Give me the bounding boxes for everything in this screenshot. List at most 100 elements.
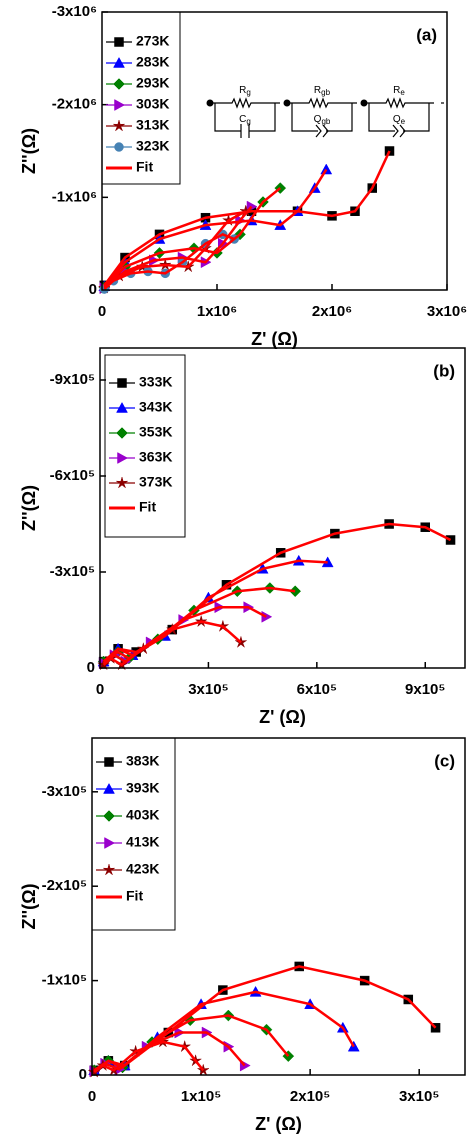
- x-tick-label: 2x10⁵: [290, 1088, 330, 1105]
- y-axis-label: Z''(Ω): [19, 128, 39, 174]
- circuit-symbol: R: [393, 85, 400, 96]
- circuit-label: Rg: [239, 85, 251, 97]
- circuit-symbol: C: [239, 114, 246, 125]
- legend-label: 383K: [126, 753, 159, 769]
- y-tick-label: -6x10⁵: [50, 467, 95, 484]
- marker: [113, 56, 125, 68]
- fit-line: [103, 150, 391, 290]
- legend-label: 423K: [126, 861, 159, 877]
- panel: 0 3x10⁵ 6x10⁵ 9x10⁵ -3x10⁵ -6x10⁵ -9x10⁵ 0 Z' (Ω…: [19, 347, 466, 727]
- fit-line: [102, 522, 452, 667]
- legend-label: 283K: [136, 54, 169, 70]
- legend-label: 303K: [136, 96, 169, 112]
- circuit-symbol: R: [314, 85, 321, 96]
- circuit-subscript: g: [246, 117, 250, 126]
- y-tick-label: -1x10⁵: [42, 972, 87, 989]
- y-axis-label: Z''(Ω): [19, 884, 39, 930]
- legend-label: 393K: [126, 780, 159, 796]
- y-tick-label: 0: [79, 1066, 87, 1083]
- x-tick-label: 3x10⁵: [399, 1088, 439, 1105]
- wire: [287, 97, 357, 132]
- x-axis-label: Z' (Ω): [251, 329, 298, 349]
- panel-label: (b): [433, 361, 455, 380]
- marker: [261, 610, 273, 623]
- marker: [320, 163, 333, 175]
- circuit-symbol: Q: [393, 114, 401, 125]
- legend-label: Fit: [139, 499, 156, 515]
- capacitor: [240, 124, 250, 138]
- y-tick-label: -1x10⁶: [52, 188, 97, 205]
- x-tick-label: 1x10⁵: [181, 1088, 221, 1105]
- x-axis-label: Z' (Ω): [259, 707, 306, 727]
- circuit-subscript: e: [400, 88, 405, 97]
- marker: [103, 782, 115, 794]
- marker: [104, 837, 116, 849]
- x-tick-label: 3x10⁵: [188, 681, 228, 698]
- marker: [116, 427, 128, 439]
- x-tick-label: 2x10⁶: [312, 303, 352, 320]
- circuit-label: Qgb: [314, 114, 331, 126]
- x-tick-label: 3x10⁶: [427, 303, 467, 320]
- legend-label: 313K: [136, 117, 169, 133]
- y-tick-label: 0: [89, 281, 97, 298]
- marker: [117, 378, 127, 388]
- y-tick-label: 0: [87, 659, 95, 676]
- marker: [115, 476, 129, 489]
- legend-box: [104, 354, 186, 538]
- circuit-label: Re: [393, 85, 405, 97]
- y-tick-label: -3x10⁵: [50, 563, 95, 580]
- panel-label: (a): [416, 25, 437, 44]
- marker: [114, 37, 124, 47]
- wire: [364, 97, 434, 132]
- circuit-label: Rgb: [314, 85, 331, 97]
- legend-label: 403K: [126, 807, 159, 823]
- circuit-symbol: Q: [314, 114, 322, 125]
- cpe: [392, 124, 406, 138]
- circuit-subscript: gb: [321, 88, 330, 97]
- marker: [117, 452, 129, 464]
- legend-label: 323K: [136, 138, 169, 154]
- panel: 0 1x10⁶ 2x10⁶ 3x10⁶ 0 -1x10⁶ -2x10⁶ -3x10⁶ Z' (Ω…: [19, 3, 467, 349]
- circuit-symbol: R: [239, 85, 246, 96]
- marker: [114, 99, 126, 111]
- x-tick-label: 6x10⁵: [297, 681, 337, 698]
- circuit-label: Cg: [239, 114, 251, 126]
- legend-label: 293K: [136, 75, 169, 91]
- panel-label: (c): [434, 751, 455, 770]
- marker: [114, 142, 124, 152]
- panel: 0 1x10⁵ 2x10⁵ 3x10⁵ 0 -1x10⁵ -2x10⁵ -3x10⁵ Z' (Ω…: [19, 737, 466, 1134]
- marker: [113, 78, 125, 90]
- legend-label: 353K: [139, 424, 172, 440]
- x-tick-label: 0: [96, 681, 104, 698]
- y-tick-label: -3x10⁶: [52, 3, 97, 20]
- x-tick-label: 0: [98, 303, 106, 320]
- legend-label: Fit: [136, 159, 153, 175]
- marker: [102, 863, 116, 876]
- circuit-subscript: e: [401, 117, 406, 126]
- y-axis-label: Z''(Ω): [19, 485, 39, 531]
- y-tick-label: -2x10⁵: [42, 877, 87, 894]
- x-tick-label: 9x10⁵: [405, 681, 445, 698]
- legend-label: 363K: [139, 449, 172, 465]
- legend-label: 273K: [136, 33, 169, 49]
- legend-label: 413K: [126, 834, 159, 850]
- legend-label: 333K: [139, 374, 172, 390]
- y-tick-label: -9x10⁵: [50, 371, 95, 388]
- wire: [210, 97, 280, 132]
- legend-label: 373K: [139, 474, 172, 490]
- circuit-subscript: gb: [321, 117, 330, 126]
- y-tick-label: -2x10⁶: [52, 96, 97, 113]
- plot-frame: [101, 11, 448, 291]
- plot-frame: [99, 347, 466, 669]
- marker: [116, 401, 128, 413]
- plot-frame: [91, 737, 466, 1076]
- x-tick-label: 0: [88, 1088, 96, 1105]
- marker: [103, 810, 115, 822]
- fit-line: [93, 965, 437, 1074]
- circuit-subscript: g: [246, 88, 250, 97]
- x-tick-label: 1x10⁶: [197, 303, 237, 320]
- series-line: [93, 965, 436, 1071]
- x-axis-label: Z' (Ω): [255, 1114, 302, 1134]
